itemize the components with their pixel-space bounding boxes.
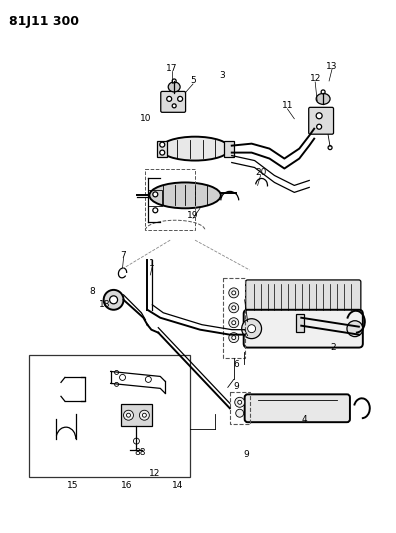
Circle shape — [229, 333, 239, 343]
FancyBboxPatch shape — [309, 107, 333, 134]
Circle shape — [232, 321, 236, 325]
Text: 6: 6 — [234, 360, 240, 369]
Circle shape — [153, 208, 158, 213]
Text: 17: 17 — [166, 63, 178, 72]
Circle shape — [232, 291, 236, 295]
Circle shape — [124, 410, 133, 420]
Circle shape — [114, 382, 118, 386]
Text: 3: 3 — [219, 71, 225, 80]
Circle shape — [153, 192, 158, 197]
Bar — [157, 141, 167, 157]
Circle shape — [238, 400, 242, 404]
Text: 15: 15 — [67, 481, 79, 490]
Circle shape — [235, 397, 245, 407]
Circle shape — [126, 413, 130, 417]
Circle shape — [143, 413, 147, 417]
Text: 1: 1 — [149, 259, 155, 268]
Text: 11: 11 — [282, 101, 293, 110]
Ellipse shape — [168, 82, 180, 92]
Circle shape — [114, 370, 118, 375]
FancyBboxPatch shape — [246, 280, 361, 314]
Bar — [223, 278, 245, 358]
FancyBboxPatch shape — [161, 92, 186, 112]
Text: 7: 7 — [121, 251, 126, 260]
Circle shape — [160, 142, 165, 147]
Text: 13: 13 — [326, 61, 338, 70]
Ellipse shape — [316, 93, 330, 104]
Text: 20: 20 — [255, 168, 266, 177]
Circle shape — [232, 336, 236, 340]
Bar — [296, 314, 304, 332]
Circle shape — [317, 124, 322, 129]
Circle shape — [178, 96, 183, 101]
Bar — [224, 141, 234, 157]
Ellipse shape — [160, 136, 230, 160]
Text: 9: 9 — [234, 382, 240, 391]
Text: 14: 14 — [172, 481, 184, 490]
Circle shape — [229, 288, 239, 298]
Bar — [120, 404, 152, 426]
Circle shape — [160, 150, 165, 155]
Bar — [230, 392, 249, 424]
Bar — [29, 354, 190, 477]
Circle shape — [242, 319, 261, 338]
Circle shape — [232, 306, 236, 310]
Text: 10: 10 — [140, 114, 151, 123]
Circle shape — [139, 410, 149, 420]
Circle shape — [172, 104, 176, 108]
Circle shape — [167, 96, 172, 101]
Text: 5: 5 — [190, 76, 196, 85]
Circle shape — [145, 376, 151, 382]
Circle shape — [316, 113, 322, 119]
Circle shape — [236, 409, 244, 417]
Circle shape — [172, 79, 176, 83]
Text: 88: 88 — [135, 448, 146, 457]
Ellipse shape — [149, 182, 221, 208]
Bar — [148, 190, 162, 206]
Circle shape — [248, 325, 255, 333]
Text: 16: 16 — [121, 481, 132, 490]
Bar — [145, 168, 195, 230]
FancyBboxPatch shape — [244, 310, 363, 348]
Text: 12: 12 — [310, 75, 321, 84]
Text: 19: 19 — [187, 211, 199, 220]
Text: 81J11 300: 81J11 300 — [10, 15, 79, 28]
Circle shape — [120, 375, 126, 381]
Circle shape — [328, 146, 332, 150]
Circle shape — [229, 318, 239, 328]
Text: 12: 12 — [148, 470, 160, 479]
Text: 8: 8 — [89, 287, 95, 296]
Text: 18: 18 — [99, 300, 110, 309]
FancyBboxPatch shape — [245, 394, 350, 422]
Text: 4: 4 — [301, 415, 307, 424]
Circle shape — [229, 303, 239, 313]
Text: 9: 9 — [244, 449, 249, 458]
Circle shape — [347, 321, 363, 337]
Text: 2: 2 — [330, 343, 336, 352]
Circle shape — [110, 296, 118, 304]
Circle shape — [133, 438, 139, 444]
Circle shape — [321, 90, 325, 94]
Circle shape — [104, 290, 124, 310]
